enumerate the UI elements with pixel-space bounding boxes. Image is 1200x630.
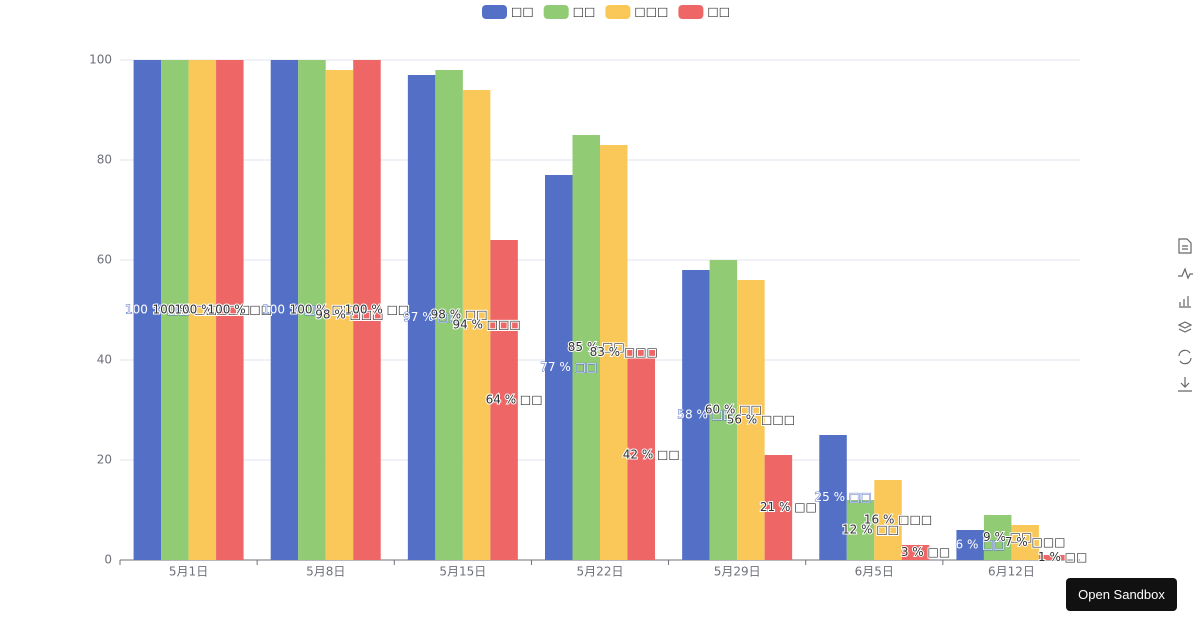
legend-swatch [482, 5, 507, 19]
data-label: 7 % □□□ [1005, 535, 1066, 549]
data-label: 9 % □□ [983, 530, 1032, 544]
data-label: 16 % □□□ [864, 513, 932, 527]
data-label: 64 % □□ [486, 393, 543, 407]
bar [819, 435, 847, 560]
x-tick-label: 5月1日 [169, 565, 208, 579]
data-label: 60 % □□ [705, 403, 762, 417]
bar [216, 60, 244, 560]
data-label: 12 % □□ [842, 523, 899, 537]
x-tick-label: 5月15日 [439, 565, 486, 579]
y-tick-label: 60 [97, 253, 112, 267]
tool-bar[interactable] [1179, 296, 1191, 308]
legend-swatch [543, 5, 569, 19]
tool-data-view[interactable] [1178, 238, 1192, 254]
bar [161, 60, 189, 560]
x-tick-label: 5月29日 [714, 565, 761, 579]
data-label: 85 % □□ [568, 340, 625, 354]
bar [1038, 555, 1067, 560]
bar [874, 480, 902, 560]
bar [846, 500, 875, 560]
bar [682, 270, 710, 560]
data-label: 58 % □□ [677, 408, 734, 422]
bar [1011, 525, 1039, 560]
tool-line[interactable] [1178, 267, 1193, 280]
bar [490, 240, 518, 560]
legend-label: □□□ [634, 5, 668, 19]
bar [709, 260, 738, 560]
data-label: 100 % □□ [125, 303, 190, 317]
data-label: 98 % □□ [431, 308, 488, 322]
bar [298, 60, 326, 560]
bar [956, 530, 984, 560]
tool-stack[interactable] [1177, 321, 1193, 333]
bar [627, 350, 655, 560]
data-label: 100 % □□ [208, 303, 273, 317]
y-tick-label: 80 [97, 153, 112, 167]
bar [325, 70, 354, 560]
data-label: 42 % □□ [623, 448, 680, 462]
bar [572, 135, 600, 560]
data-label: 94 % □□□ [452, 318, 520, 332]
bar [435, 70, 463, 560]
bar [462, 90, 491, 560]
bar [188, 60, 217, 560]
data-label: 21 % □□ [760, 500, 817, 514]
y-tick-label: 40 [97, 353, 112, 367]
bar [353, 60, 381, 560]
legend-swatch [605, 5, 631, 19]
legend-label: □□ [511, 5, 534, 19]
bar [600, 145, 628, 560]
bar [133, 60, 162, 560]
x-tick-label: 6月12日 [988, 565, 1035, 579]
legend-swatch [678, 5, 704, 19]
y-tick-label: 20 [97, 453, 112, 467]
data-label: 100 % □□ [290, 303, 355, 317]
data-label: 6 % □□ [956, 538, 1005, 552]
data-label: 100 % □□ [345, 303, 410, 317]
bar [545, 175, 573, 560]
y-tick-label: 100 [89, 53, 112, 67]
data-label: 1 % □□ [1038, 550, 1087, 564]
open-sandbox-button[interactable]: Open Sandbox [1066, 578, 1177, 611]
data-label: 97 % □□ [403, 310, 460, 324]
legend-label: □□ [707, 5, 730, 19]
x-tick-label: 6月5日 [855, 565, 894, 579]
bar [737, 280, 765, 560]
data-label: 56 % □□□ [727, 413, 795, 427]
tool-save[interactable] [1178, 377, 1192, 392]
data-label: 77 % □□ [540, 360, 597, 374]
toolbox[interactable] [1177, 238, 1193, 392]
bar [270, 60, 299, 560]
bar [901, 545, 930, 560]
legend-label: □□ [573, 5, 596, 19]
data-label: 25 % □□ [815, 490, 872, 504]
bar [764, 455, 793, 560]
x-tick-label: 5月8日 [306, 565, 345, 579]
data-label: 3 % □□ [901, 545, 950, 559]
y-tick-label: 0 [104, 553, 112, 567]
bar [407, 75, 436, 560]
data-label: 100 % □□ [262, 303, 327, 317]
tool-restore[interactable] [1178, 349, 1192, 365]
bar [983, 515, 1012, 560]
data-label: 83 % □□□ [590, 345, 658, 359]
data-label: 98 % □□□ [315, 308, 383, 322]
data-label: 100 % □□□ [174, 303, 250, 317]
x-tick-label: 5月22日 [577, 565, 624, 579]
data-label: 100 % □□ [153, 303, 218, 317]
